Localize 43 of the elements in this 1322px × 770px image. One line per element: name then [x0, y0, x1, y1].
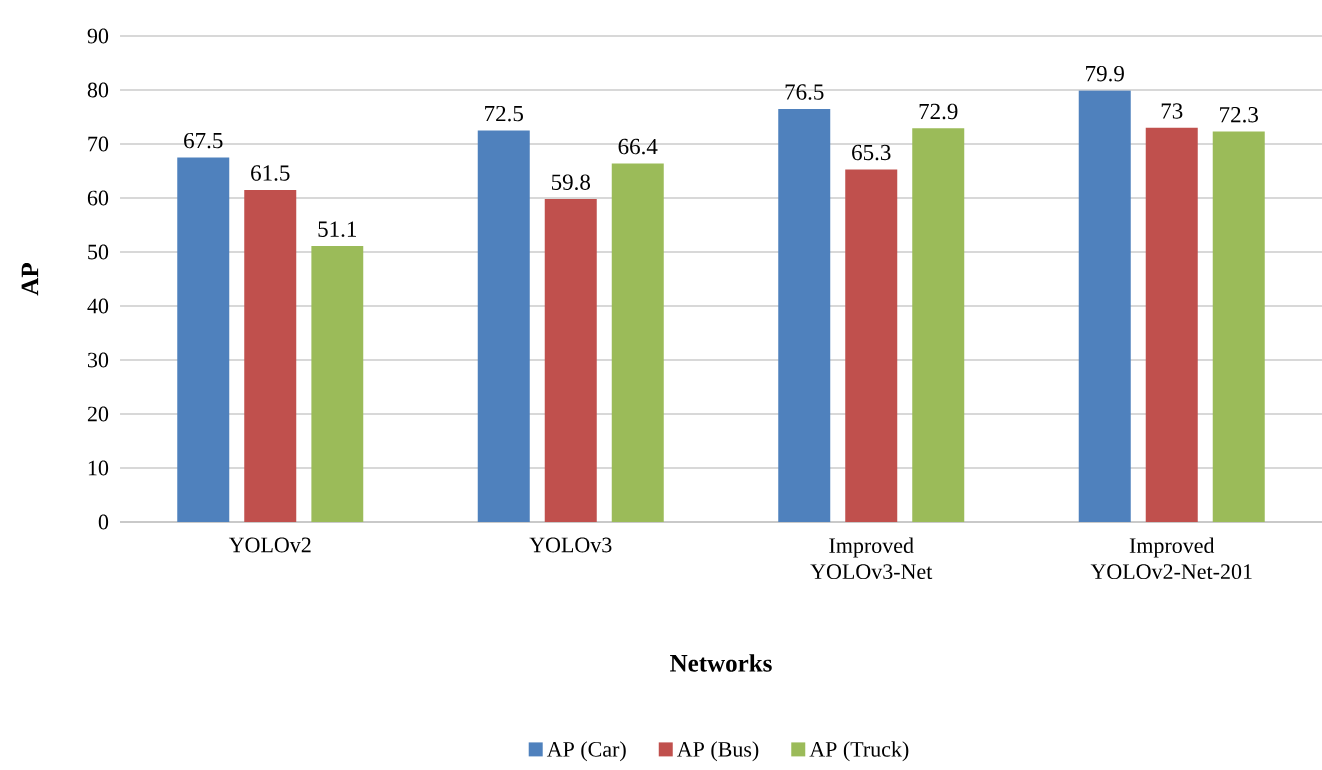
x-tick-label: Improved YOLOv2-Net-201 — [1090, 537, 1252, 580]
y-tick-label: 10 — [88, 460, 109, 476]
y-tick-label: 70 — [88, 136, 109, 152]
bar — [477, 130, 530, 522]
y-tick-label: 40 — [87, 298, 109, 314]
legend-label: AP (Bus) — [676, 741, 759, 762]
y-tick-label: 50 — [88, 244, 109, 260]
bar — [1078, 90, 1131, 522]
bar — [244, 189, 297, 522]
x-axis-title: Networks — [670, 654, 772, 672]
y-tick-label: 20 — [87, 406, 109, 422]
x-tick-label: Improved YOLOv3-Net — [810, 537, 933, 580]
data-label: 67.5 — [184, 132, 223, 149]
y-tick-label: 30 — [88, 352, 109, 368]
data-label: 65.3 — [852, 144, 891, 161]
bar — [544, 199, 597, 522]
y-tick-label: 60 — [87, 190, 109, 206]
y-axis-title: AP — [21, 263, 39, 296]
data-label: 72.5 — [485, 105, 523, 122]
x-tick-label: YOLOv2 — [228, 537, 311, 553]
y-tick-label: 0 — [98, 514, 109, 530]
data-label: 73 — [1161, 103, 1183, 119]
legend-label: AP (Truck) — [809, 741, 909, 762]
bar — [1212, 131, 1265, 522]
bar — [1145, 127, 1198, 522]
data-label: 59.8 — [551, 174, 591, 191]
x-tick-label: YOLOv3 — [529, 537, 612, 553]
bar — [778, 108, 831, 522]
data-label: 72.9 — [919, 103, 958, 120]
data-label: 72.3 — [1220, 106, 1258, 123]
bar — [611, 163, 664, 522]
data-label: 79.9 — [1086, 65, 1124, 82]
y-tick-label: 90 — [87, 28, 109, 44]
y-tick-label: 80 — [87, 82, 109, 98]
bar — [845, 169, 898, 522]
bar — [912, 128, 965, 522]
bar — [311, 246, 364, 522]
legend-label: AP (Car) — [546, 741, 626, 762]
data-label: 66.4 — [618, 138, 658, 155]
data-label: 61.5 — [251, 165, 290, 181]
data-label: 51.1 — [318, 221, 356, 237]
bar — [177, 157, 230, 522]
data-label: 76.5 — [785, 84, 824, 100]
